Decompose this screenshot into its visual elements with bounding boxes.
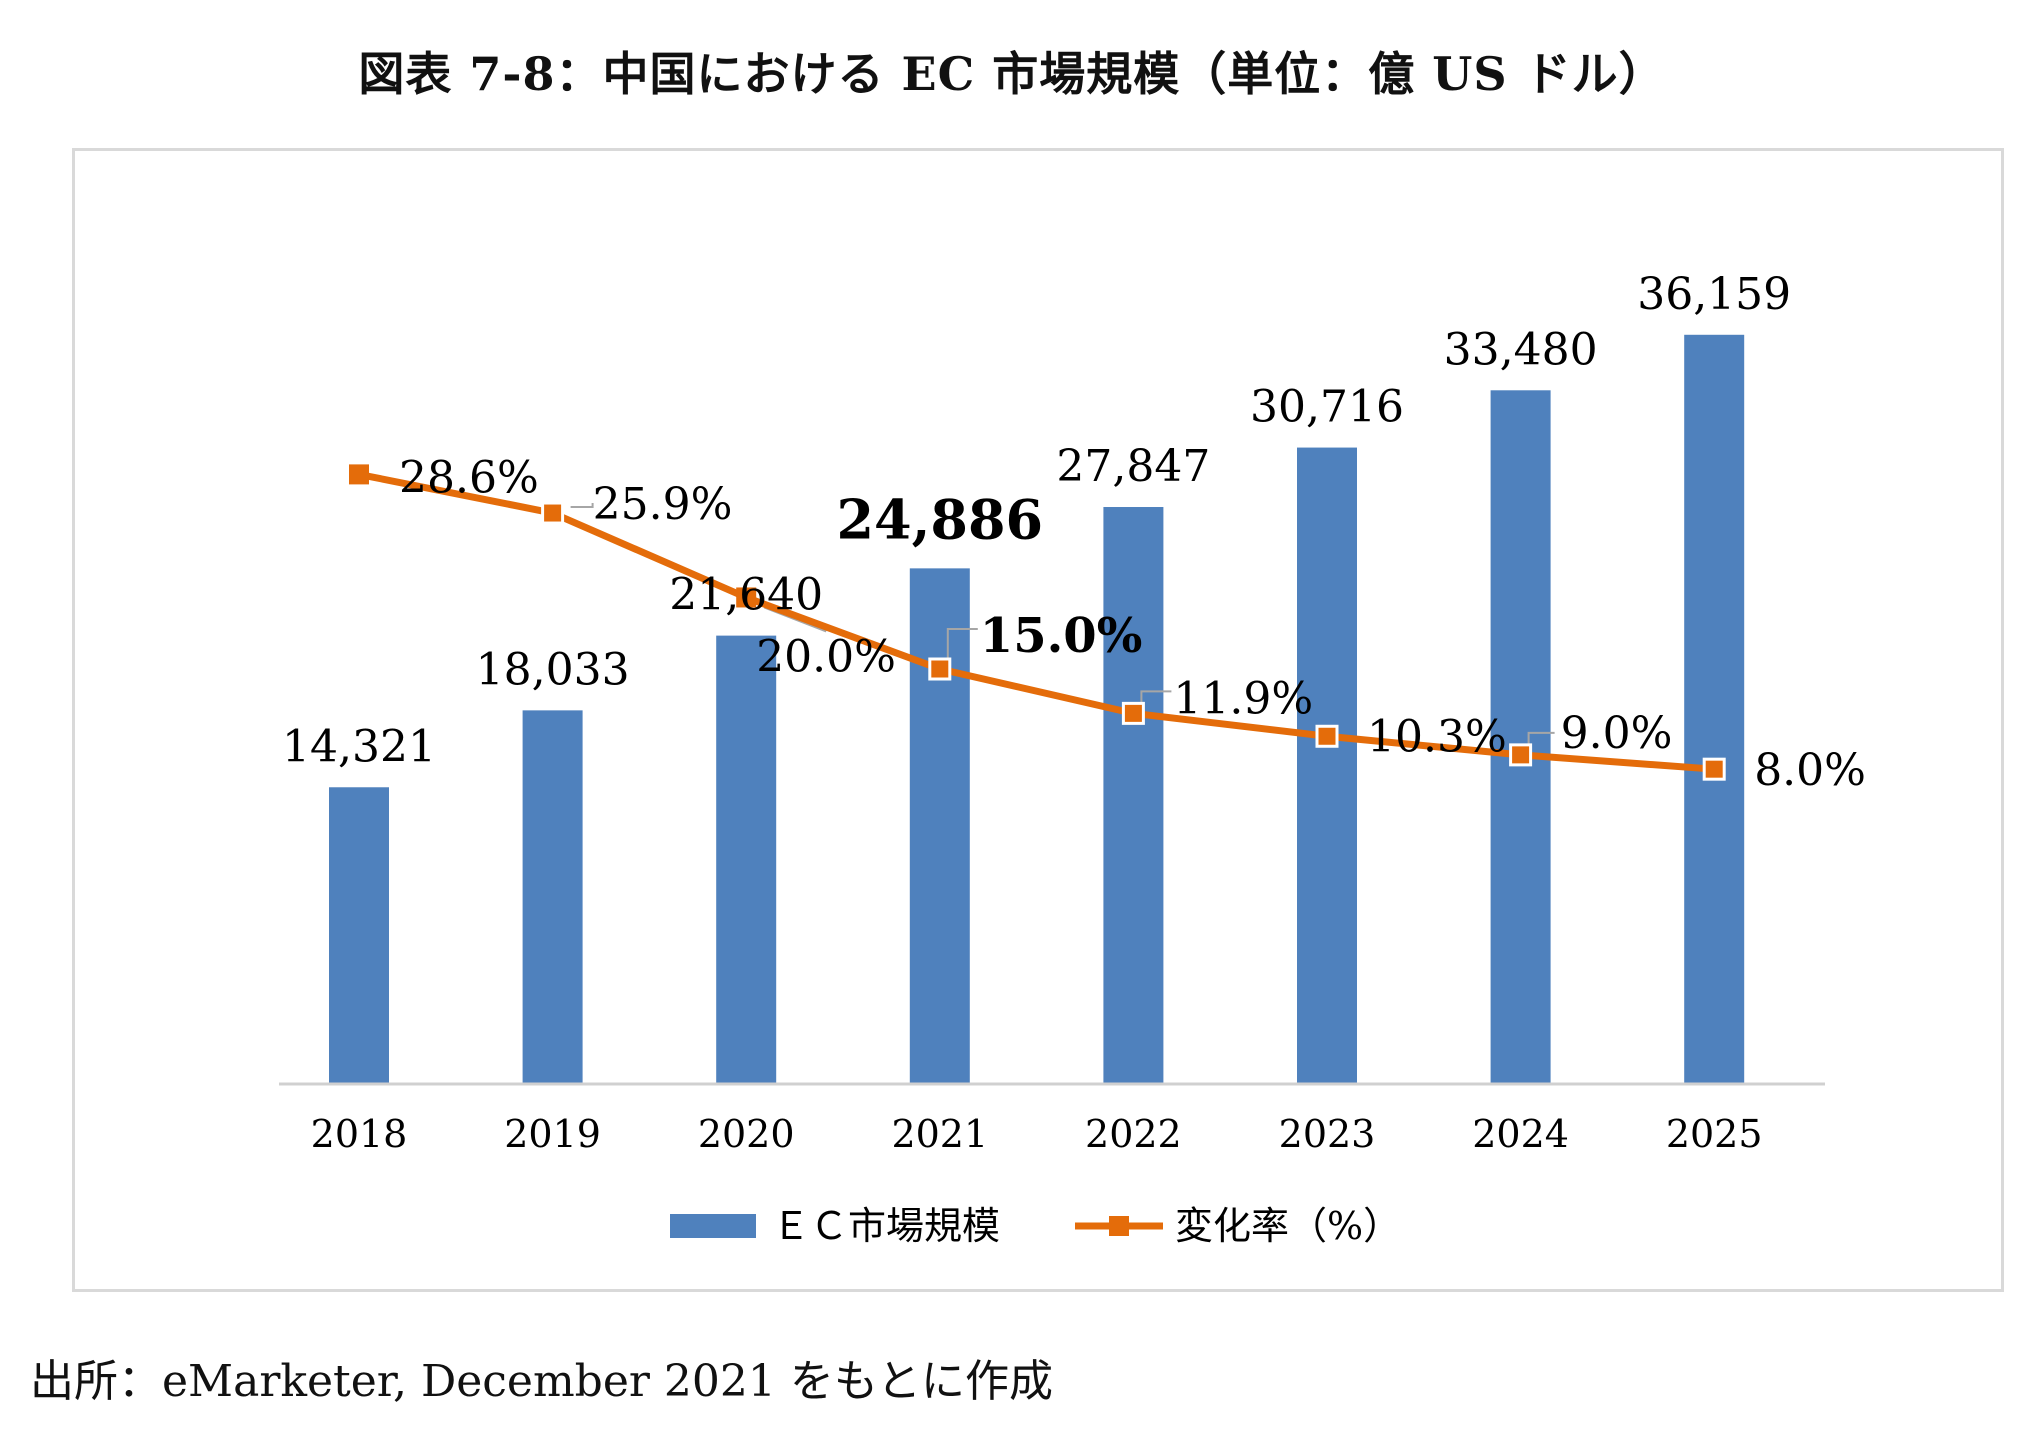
- change-rate-label-2025: 8.0%: [1754, 745, 1866, 796]
- bar-value-label-2025: 36,159: [1637, 269, 1791, 320]
- bar-value-label-2020: 21,640: [669, 570, 823, 621]
- label-leader-line-2019: [570, 503, 594, 509]
- x-tick-label-2025: 2025: [1666, 1112, 1763, 1156]
- bar-value-label-2023: 30,716: [1250, 382, 1404, 433]
- change-rate-label-2019: 25.9%: [593, 479, 733, 530]
- bar-value-label-2018: 14,321: [282, 721, 436, 772]
- bar-2023: [1297, 447, 1357, 1085]
- change-rate-marker-2020: [736, 587, 757, 608]
- change-rate-label-2023: 10.3%: [1367, 711, 1507, 762]
- label-leader-line-2024: [1527, 731, 1555, 745]
- bar-value-label-2024: 33,480: [1444, 324, 1598, 375]
- x-tick-label-2024: 2024: [1472, 1112, 1569, 1156]
- legend-label-bar: ＥＣ市場規模: [772, 1204, 1000, 1248]
- change-rate-label-2018: 28.6%: [399, 452, 539, 503]
- legend-swatch-bar: [670, 1214, 756, 1238]
- source-note: 出所：eMarketer, December 2021 をもとに作成: [30, 1356, 1053, 1407]
- bar-value-label-2019: 18,033: [476, 644, 630, 695]
- bar-2021: [909, 568, 970, 1084]
- legend: ＥＣ市場規模 変化率（%）: [670, 1204, 1401, 1248]
- change-rate-marker-2019: [541, 501, 565, 525]
- chart-plot: 14,321 18,033 21,640 24,886 27,847 30,716 33,4…: [279, 269, 1866, 1248]
- change-rate-label-2022: 11.9%: [1173, 673, 1313, 724]
- bar-2024: [1490, 390, 1551, 1084]
- chart-frame: 14,321 18,033 21,640 24,886 27,847 30,716 33,4…: [72, 148, 2004, 1292]
- bar-2020: [716, 635, 777, 1084]
- change-rate-label-2024: 9.0%: [1561, 708, 1673, 759]
- bar-value-label-2021: 24,886: [836, 487, 1043, 551]
- change-rate-line: [358, 470, 1715, 773]
- legend-label-line: 変化率（%）: [1175, 1204, 1401, 1248]
- x-tick-label-2020: 2020: [698, 1112, 795, 1156]
- bar-2018: [329, 787, 389, 1084]
- label-leader-line-2022: [1140, 690, 1172, 704]
- bar-value-label-2022: 27,847: [1056, 441, 1210, 492]
- change-rate-marker-2024: [1509, 743, 1533, 767]
- change-rate-label-2020: 20.0%: [756, 631, 896, 682]
- x-tick-label-2022: 2022: [1085, 1112, 1182, 1156]
- x-tick-label-2021: 2021: [891, 1112, 988, 1156]
- change-rate-marker-2022: [1121, 701, 1145, 725]
- change-rate-marker-2023: [1315, 724, 1339, 748]
- bar-2022: [1103, 507, 1164, 1085]
- x-tick-label-2018: 2018: [311, 1112, 408, 1156]
- change-rate-marker-2025: [1702, 757, 1726, 781]
- change-rate-marker-2018: [349, 464, 369, 485]
- legend-swatch-marker: [1109, 1216, 1129, 1236]
- label-leader-line-2021: [946, 628, 978, 660]
- bar-2019: [522, 710, 583, 1084]
- bar-2025: [1684, 334, 1745, 1084]
- change-rate-label-2021: 15.0%: [980, 608, 1143, 664]
- x-tick-label-2023: 2023: [1279, 1112, 1376, 1156]
- change-rate-marker-2021: [928, 657, 952, 681]
- x-tick-label-2019: 2019: [504, 1112, 601, 1156]
- chart-title: 図表 7-8：中国における EC 市場規模（単位：億 US ドル）: [358, 47, 1666, 101]
